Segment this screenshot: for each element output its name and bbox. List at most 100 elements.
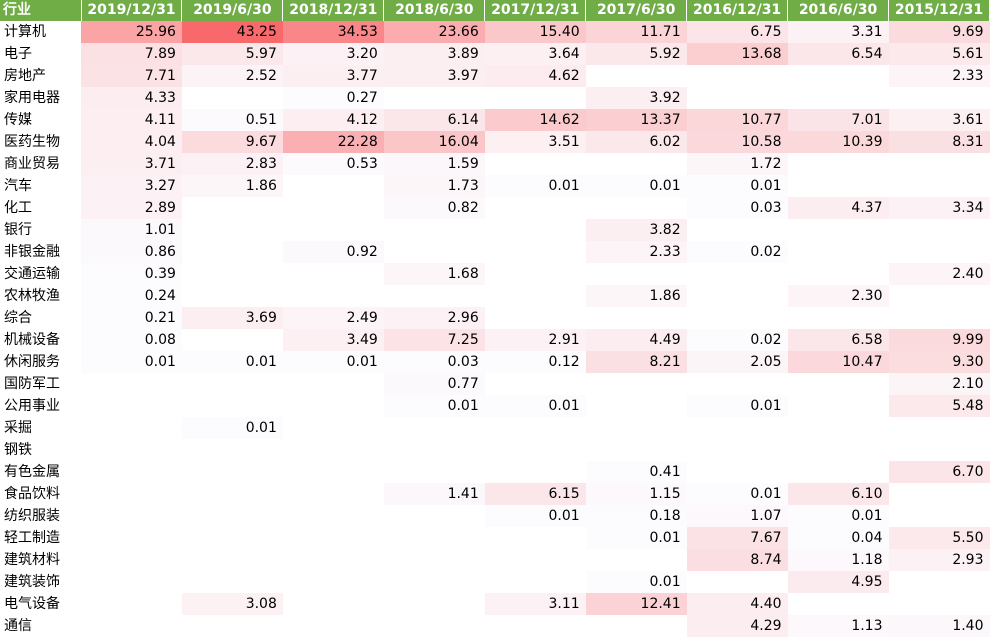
heatmap-cell: 0.01 bbox=[585, 527, 687, 549]
header-row: 行业 2019/12/31 2019/6/30 2018/12/31 2018/6/3… bbox=[0, 0, 990, 21]
row-label: 农林牧渔 bbox=[4, 288, 60, 304]
heatmap-cell bbox=[384, 87, 485, 109]
heatmap-cell: 2.96 bbox=[383, 307, 485, 329]
heatmap-cell: 4.95 bbox=[787, 571, 889, 593]
heatmap-cell: 2.40 bbox=[888, 263, 990, 285]
heatmap-cell bbox=[687, 373, 788, 395]
heatmap-cell: 0.21 bbox=[81, 307, 182, 329]
row-label: 房地产 bbox=[4, 68, 46, 84]
heatmap-cell bbox=[182, 439, 283, 461]
heatmap-cell bbox=[485, 439, 586, 461]
heatmap-cell: 25.96 bbox=[81, 21, 182, 43]
heatmap-cell bbox=[889, 175, 990, 197]
heatmap-cell: 9.30 bbox=[888, 351, 990, 373]
heatmap-cell: 0.02 bbox=[686, 329, 788, 351]
row-label: 商业贸易 bbox=[4, 156, 60, 172]
heatmap-cell bbox=[889, 439, 990, 461]
heatmap-cell bbox=[687, 87, 788, 109]
heatmap-cell bbox=[485, 219, 586, 241]
row-label: 机械设备 bbox=[4, 332, 60, 348]
heatmap-cell: 3.82 bbox=[585, 219, 687, 241]
heatmap-cell bbox=[687, 461, 788, 483]
heatmap-cell bbox=[283, 219, 384, 241]
heatmap-cell bbox=[687, 571, 788, 593]
heatmap-cell bbox=[81, 373, 182, 395]
heatmap-cell bbox=[687, 307, 788, 329]
heatmap-cell: 43.25 bbox=[181, 21, 283, 43]
table-row: 休闲服务 0.01 0.01 0.01 0.03 0.12 8.21 2.05 10.47 9.3… bbox=[0, 351, 990, 373]
heatmap-cell: 3.08 bbox=[181, 593, 283, 615]
heatmap-cell: 3.20 bbox=[282, 43, 384, 65]
heatmap-cell bbox=[586, 549, 687, 571]
heatmap-cell: 6.70 bbox=[888, 461, 990, 483]
heatmap-cell: 0.01 bbox=[585, 175, 687, 197]
heatmap-cell bbox=[485, 549, 586, 571]
column-header: 2019/6/30 bbox=[181, 0, 284, 21]
table-row: 建筑材料 8.74 1.18 2.93 bbox=[0, 549, 990, 571]
heatmap-cell: 1.18 bbox=[787, 549, 889, 571]
table-row: 有色金属 0.41 6.70 bbox=[0, 461, 990, 483]
heatmap-cell: 3.77 bbox=[282, 65, 384, 87]
heatmap-cell bbox=[182, 373, 283, 395]
heatmap-cell: 13.68 bbox=[686, 43, 788, 65]
row-label: 传媒 bbox=[4, 112, 32, 128]
heatmap-cell: 0.01 bbox=[585, 571, 687, 593]
heatmap-cell bbox=[788, 395, 889, 417]
heatmap-cell: 3.69 bbox=[181, 307, 283, 329]
row-label: 纺织服装 bbox=[4, 508, 60, 524]
heatmap-cell: 0.01 bbox=[282, 351, 384, 373]
heatmap-cell bbox=[182, 571, 283, 593]
heatmap-cell: 8.31 bbox=[888, 131, 990, 153]
heatmap-cell bbox=[182, 241, 283, 263]
table-row: 纺织服装 0.01 0.18 1.07 0.01 bbox=[0, 505, 990, 527]
row-label: 非银金融 bbox=[4, 244, 60, 260]
heatmap-cell: 0.01 bbox=[81, 351, 182, 373]
heatmap-cell: 0.01 bbox=[484, 175, 586, 197]
table-row: 轻工制造 0.01 7.67 0.04 5.50 bbox=[0, 527, 990, 549]
heatmap-cell: 7.67 bbox=[686, 527, 788, 549]
heatmap-cell bbox=[586, 153, 687, 175]
heatmap-cell bbox=[283, 175, 384, 197]
row-label: 国防军工 bbox=[4, 376, 60, 392]
heatmap-cell bbox=[586, 307, 687, 329]
heatmap-cell: 0.01 bbox=[787, 505, 889, 527]
heatmap-cell bbox=[586, 417, 687, 439]
row-label: 食品饮料 bbox=[4, 486, 60, 502]
table-row: 采掘 0.01 bbox=[0, 417, 990, 439]
heatmap-cell bbox=[687, 285, 788, 307]
heatmap-cell bbox=[687, 417, 788, 439]
heatmap-cell bbox=[889, 285, 990, 307]
column-header: 2019/12/31 bbox=[81, 0, 183, 21]
heatmap-cell: 4.40 bbox=[686, 593, 788, 615]
row-label: 汽车 bbox=[4, 178, 32, 194]
heatmap-cell: 3.64 bbox=[484, 43, 586, 65]
heatmap-cell bbox=[586, 615, 687, 637]
heatmap-cell bbox=[182, 329, 283, 351]
row-label: 计算机 bbox=[4, 24, 46, 40]
heatmap-cell: 0.03 bbox=[383, 351, 485, 373]
heatmap-cell: 2.30 bbox=[787, 285, 889, 307]
heatmap-cell bbox=[182, 483, 283, 505]
table-row: 公用事业 0.01 0.01 0.01 5.48 bbox=[0, 395, 990, 417]
heatmap-cell: 3.31 bbox=[787, 21, 889, 43]
row-label: 化工 bbox=[4, 200, 32, 216]
heatmap-cell bbox=[586, 395, 687, 417]
heatmap-cell bbox=[788, 417, 889, 439]
heatmap-cell: 0.01 bbox=[181, 417, 283, 439]
heatmap-cell: 3.49 bbox=[282, 329, 384, 351]
heatmap-cell: 1.59 bbox=[383, 153, 485, 175]
row-label: 采掘 bbox=[4, 420, 32, 436]
row-label: 有色金属 bbox=[4, 464, 60, 480]
heatmap-cell: 4.49 bbox=[585, 329, 687, 351]
heatmap-cell bbox=[485, 615, 586, 637]
heatmap-cell bbox=[788, 175, 889, 197]
heatmap-cell: 1.86 bbox=[585, 285, 687, 307]
heatmap-cell: 6.58 bbox=[787, 329, 889, 351]
heatmap-cell: 1.73 bbox=[383, 175, 485, 197]
heatmap-cell bbox=[182, 461, 283, 483]
heatmap-cell: 0.41 bbox=[585, 461, 687, 483]
table-row: 电气设备 3.08 3.11 12.41 4.40 bbox=[0, 593, 990, 615]
heatmap-cell bbox=[586, 373, 687, 395]
heatmap-cell: 0.08 bbox=[81, 329, 182, 351]
